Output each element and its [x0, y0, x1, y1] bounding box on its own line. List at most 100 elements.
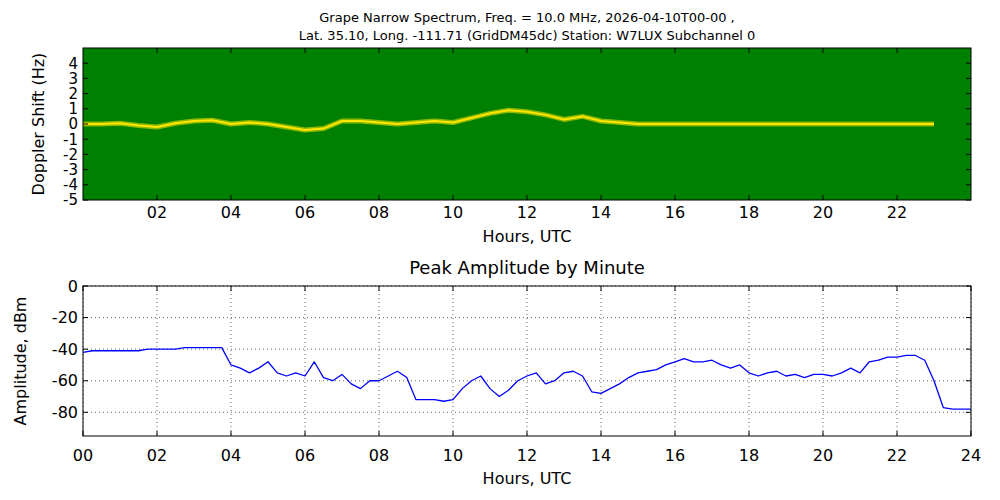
x-tick	[157, 48, 158, 53]
x-tick	[305, 195, 306, 200]
x-tick	[897, 48, 898, 53]
grid-line	[231, 286, 232, 436]
x-tick	[379, 195, 380, 200]
grid-line	[83, 317, 971, 318]
x-tick	[527, 48, 528, 53]
grid-line	[749, 286, 750, 436]
line-glow	[83, 110, 934, 130]
x-tick	[897, 195, 898, 200]
x-tick	[305, 431, 306, 436]
grid-line	[453, 286, 454, 436]
x-axis-title: Hours, UTC	[483, 227, 572, 246]
x-tick-label: 08	[369, 203, 389, 222]
grid-line	[83, 412, 971, 413]
y-tick-label: -20	[52, 308, 78, 327]
x-tick-label: 14	[591, 446, 611, 465]
x-tick	[601, 195, 602, 200]
x-tick	[749, 48, 750, 53]
grid-line	[823, 286, 824, 436]
data-line	[83, 348, 971, 410]
y-tick	[966, 124, 971, 125]
y-tick-label: -40	[52, 340, 78, 359]
y-tick	[966, 184, 971, 185]
x-tick-label: 12	[517, 446, 537, 465]
x-tick-label: 18	[739, 203, 759, 222]
grid-line	[379, 286, 380, 436]
x-tick-label: 02	[147, 446, 167, 465]
y-tick	[83, 108, 88, 109]
subtitle: Lat. 35.10, Long. -111.71 (GridDM45dc) S…	[299, 28, 755, 43]
x-tick-label: 06	[295, 446, 315, 465]
x-tick-label: 22	[887, 446, 907, 465]
y-tick	[83, 412, 88, 413]
x-tick	[601, 431, 602, 436]
x-tick	[823, 286, 824, 291]
y-tick	[83, 349, 88, 350]
x-tick-label: 12	[517, 203, 537, 222]
grid-line	[83, 349, 971, 350]
x-tick	[527, 195, 528, 200]
x-tick	[83, 431, 84, 436]
x-tick	[231, 431, 232, 436]
y-tick	[83, 169, 88, 170]
y-axis-title: Doppler Shift (Hz)	[29, 53, 48, 196]
grid-line	[897, 286, 898, 436]
x-tick	[379, 431, 380, 436]
y-tick	[83, 78, 88, 79]
x-tick	[453, 48, 454, 53]
x-tick-label: 10	[443, 446, 463, 465]
y-tick	[83, 286, 88, 287]
x-tick	[157, 195, 158, 200]
y-tick-label: -80	[52, 403, 78, 422]
x-tick	[305, 286, 306, 291]
x-tick	[823, 48, 824, 53]
title: Peak Amplitude by Minute	[409, 257, 645, 278]
x-tick	[897, 431, 898, 436]
x-tick	[971, 286, 972, 291]
x-tick-label: 18	[739, 446, 759, 465]
y-tick	[83, 317, 88, 318]
y-tick	[966, 412, 971, 413]
y-tick	[966, 380, 971, 381]
plot-area	[83, 286, 971, 436]
x-tick-label: 20	[813, 203, 833, 222]
x-tick	[675, 286, 676, 291]
grid-line	[157, 286, 158, 436]
grid-line	[527, 286, 528, 436]
y-axis-title: Amplitude, dBm	[11, 297, 30, 426]
y-tick	[83, 380, 88, 381]
x-tick	[897, 286, 898, 291]
y-tick	[966, 317, 971, 318]
x-tick-label: 16	[665, 446, 685, 465]
figure: Grape Narrow Spectrum, Freq. = 10.0 MHz,…	[0, 0, 1000, 500]
y-tick	[83, 93, 88, 94]
x-tick	[157, 431, 158, 436]
x-tick	[675, 195, 676, 200]
x-tick	[305, 48, 306, 53]
x-tick	[527, 431, 528, 436]
x-tick	[749, 431, 750, 436]
x-tick	[157, 286, 158, 291]
y-tick	[966, 200, 971, 201]
frame	[83, 48, 971, 200]
x-tick-label: 04	[221, 203, 241, 222]
y-tick	[83, 63, 88, 64]
x-axis-title: Hours, UTC	[483, 469, 572, 488]
x-tick-label: 20	[813, 446, 833, 465]
x-tick	[379, 48, 380, 53]
x-tick	[601, 286, 602, 291]
x-tick-label: 10	[443, 203, 463, 222]
y-tick	[966, 286, 971, 287]
x-tick-label: 02	[147, 203, 167, 222]
x-tick	[749, 286, 750, 291]
y-tick	[966, 78, 971, 79]
grid-line	[83, 380, 971, 381]
x-tick	[453, 431, 454, 436]
data-line	[83, 110, 934, 130]
x-tick	[231, 195, 232, 200]
x-tick-label: 06	[295, 203, 315, 222]
x-tick	[231, 48, 232, 53]
x-tick	[971, 431, 972, 436]
x-tick	[453, 195, 454, 200]
x-tick-label: 24	[961, 446, 981, 465]
